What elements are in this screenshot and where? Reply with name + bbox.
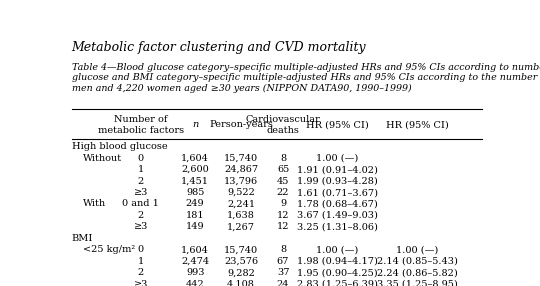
Text: ≥3: ≥3	[133, 223, 148, 231]
Text: HR (95% CI): HR (95% CI)	[306, 120, 369, 129]
Text: 3.25 (1.31–8.06): 3.25 (1.31–8.06)	[297, 223, 378, 231]
Text: 24,867: 24,867	[224, 165, 258, 174]
Text: 181: 181	[186, 211, 205, 220]
Text: 2,474: 2,474	[181, 257, 209, 266]
Text: 1.95 (0.90–4.25): 1.95 (0.90–4.25)	[297, 268, 378, 277]
Text: deaths: deaths	[267, 126, 300, 135]
Text: 0: 0	[138, 154, 144, 163]
Text: 15,740: 15,740	[224, 245, 258, 254]
Text: 1.00 (—): 1.00 (—)	[396, 245, 438, 254]
Text: 985: 985	[186, 188, 204, 197]
Text: 15,740: 15,740	[224, 154, 258, 163]
Text: n: n	[192, 120, 198, 129]
Text: 9,282: 9,282	[227, 268, 255, 277]
Text: 67: 67	[277, 257, 289, 266]
Text: 3.35 (1.25–8.95): 3.35 (1.25–8.95)	[376, 280, 457, 286]
Text: 37: 37	[277, 268, 289, 277]
Text: 442: 442	[186, 280, 205, 286]
Text: Number of: Number of	[114, 115, 167, 124]
Text: Person-years: Person-years	[209, 120, 273, 129]
Text: 1,451: 1,451	[181, 176, 209, 186]
Text: 65: 65	[277, 165, 289, 174]
Text: ≥3: ≥3	[133, 280, 148, 286]
Text: 149: 149	[186, 223, 205, 231]
Text: 0: 0	[138, 245, 144, 254]
Text: <25 kg/m²: <25 kg/m²	[83, 245, 136, 254]
Text: 1.61 (0.71–3.67): 1.61 (0.71–3.67)	[297, 188, 378, 197]
Text: 1.78 (0.68–4.67): 1.78 (0.68–4.67)	[297, 200, 378, 208]
Text: 2: 2	[138, 268, 144, 277]
Text: 2: 2	[138, 211, 144, 220]
Text: 1: 1	[138, 257, 144, 266]
Text: 1,604: 1,604	[181, 245, 209, 254]
Text: 1.99 (0.93–4.28): 1.99 (0.93–4.28)	[297, 176, 378, 186]
Text: 2,600: 2,600	[181, 165, 209, 174]
Text: 13,796: 13,796	[224, 176, 258, 186]
Text: Cardiovascular: Cardiovascular	[246, 115, 320, 124]
Text: 1.00 (—): 1.00 (—)	[316, 154, 359, 163]
Text: Table 4—Blood glucose category–specific multiple-adjusted HRs and 95% CIs accord: Table 4—Blood glucose category–specific …	[72, 63, 540, 93]
Text: 24: 24	[277, 280, 289, 286]
Text: 3.67 (1.49–9.03): 3.67 (1.49–9.03)	[297, 211, 378, 220]
Text: High blood glucose: High blood glucose	[72, 142, 167, 151]
Text: 1,604: 1,604	[181, 154, 209, 163]
Text: Metabolic factor clustering and CVD mortality: Metabolic factor clustering and CVD mort…	[72, 41, 366, 54]
Text: HR (95% CI): HR (95% CI)	[386, 120, 448, 129]
Text: 993: 993	[186, 268, 205, 277]
Text: 2.14 (0.85–5.43): 2.14 (0.85–5.43)	[376, 257, 457, 266]
Text: 45: 45	[277, 176, 289, 186]
Text: 0 and 1: 0 and 1	[122, 200, 159, 208]
Text: metabolic factors: metabolic factors	[98, 126, 184, 135]
Text: 8: 8	[280, 154, 286, 163]
Text: 1.91 (0.91–4.02): 1.91 (0.91–4.02)	[297, 165, 378, 174]
Text: 8: 8	[280, 245, 286, 254]
Text: 2.24 (0.86–5.82): 2.24 (0.86–5.82)	[376, 268, 457, 277]
Text: With: With	[83, 200, 106, 208]
Text: 1.98 (0.94–4.17): 1.98 (0.94–4.17)	[297, 257, 378, 266]
Text: Without: Without	[83, 154, 123, 163]
Text: 9,522: 9,522	[227, 188, 255, 197]
Text: 23,576: 23,576	[224, 257, 258, 266]
Text: 249: 249	[186, 200, 205, 208]
Text: 2,241: 2,241	[227, 200, 255, 208]
Text: 2: 2	[138, 176, 144, 186]
Text: 12: 12	[277, 211, 289, 220]
Text: 1: 1	[138, 165, 144, 174]
Text: 9: 9	[280, 200, 286, 208]
Text: 4,108: 4,108	[227, 280, 255, 286]
Text: BMI: BMI	[72, 234, 93, 243]
Text: 1,638: 1,638	[227, 211, 255, 220]
Text: 2.83 (1.25–6.39): 2.83 (1.25–6.39)	[297, 280, 378, 286]
Text: 1,267: 1,267	[227, 223, 255, 231]
Text: 22: 22	[277, 188, 289, 197]
Text: 1.00 (—): 1.00 (—)	[316, 245, 359, 254]
Text: 12: 12	[277, 223, 289, 231]
Text: ≥3: ≥3	[133, 188, 148, 197]
